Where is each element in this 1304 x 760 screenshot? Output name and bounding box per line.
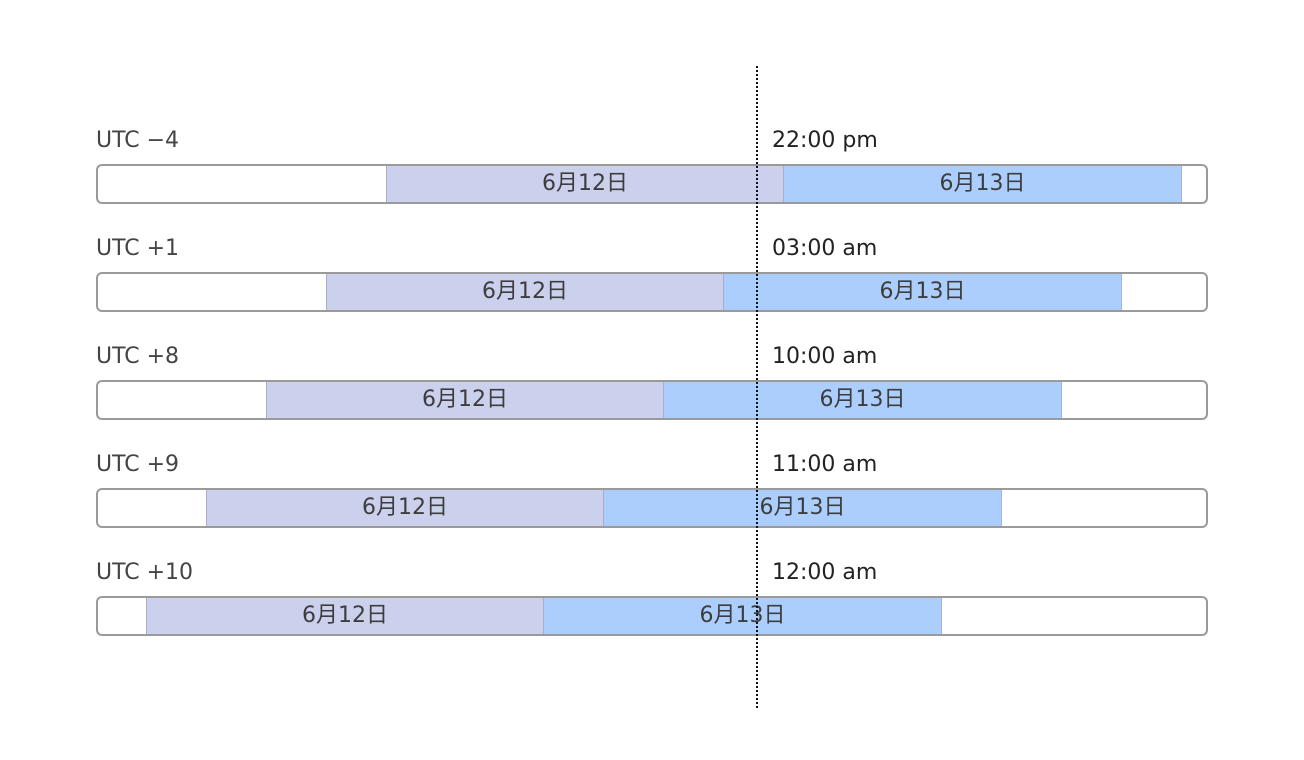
day-block-june-13: 6月13日 — [664, 382, 1062, 418]
timezone-label: UTC +9 — [96, 452, 180, 477]
timeline-track: 6月12日 6月13日 — [96, 596, 1208, 636]
timeline-track: 6月12日 6月13日 — [96, 272, 1208, 312]
current-moment-line — [756, 66, 758, 708]
timezone-label: UTC +10 — [96, 560, 194, 585]
day-block-june-13: 6月13日 — [784, 166, 1182, 202]
day-block-june-12: 6月12日 — [146, 598, 544, 634]
local-time-label: 11:00 am — [772, 452, 878, 477]
day-block-june-13: 6月13日 — [544, 598, 942, 634]
day-block-june-12: 6月12日 — [326, 274, 724, 310]
local-time-label: 12:00 am — [772, 560, 878, 585]
local-time-label: 03:00 am — [772, 236, 878, 261]
timeline-track: 6月12日 6月13日 — [96, 164, 1208, 204]
day-block-june-12: 6月12日 — [266, 382, 664, 418]
day-block-june-13: 6月13日 — [724, 274, 1122, 310]
timezone-label: UTC +1 — [96, 236, 180, 261]
day-block-june-13: 6月13日 — [604, 490, 1002, 526]
local-time-label: 10:00 am — [772, 344, 878, 369]
day-block-june-12: 6月12日 — [386, 166, 784, 202]
timeline-track: 6月12日 6月13日 — [96, 488, 1208, 528]
timeline-track: 6月12日 6月13日 — [96, 380, 1208, 420]
timezone-label: UTC +8 — [96, 344, 180, 369]
day-block-june-12: 6月12日 — [206, 490, 604, 526]
timezone-label: UTC −4 — [96, 128, 180, 153]
local-time-label: 22:00 pm — [772, 128, 878, 153]
